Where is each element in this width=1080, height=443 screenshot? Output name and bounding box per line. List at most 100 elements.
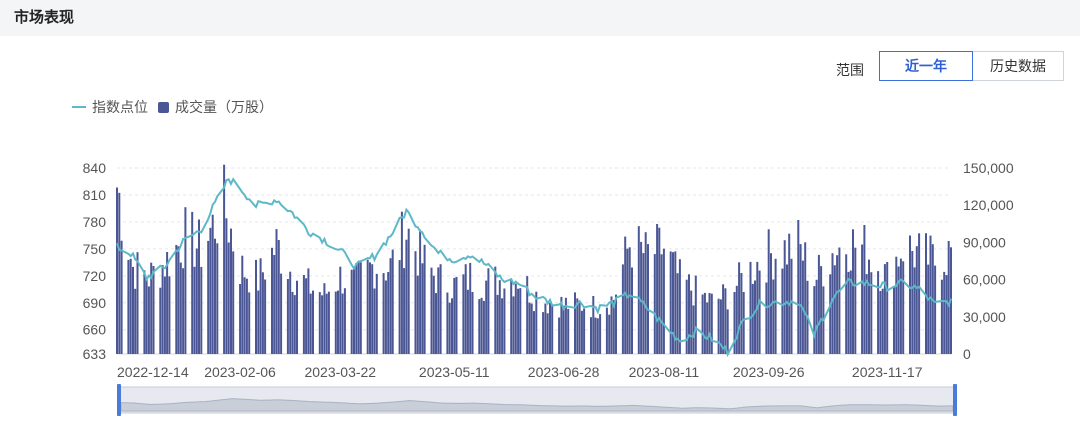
volume-bar: [152, 266, 155, 354]
volume-bar: [660, 254, 663, 354]
left-axis-tick-label: 690: [83, 295, 107, 311]
volume-bar: [940, 279, 943, 354]
volume-bar: [414, 251, 417, 354]
volume-bar: [286, 279, 289, 354]
volume-bar: [179, 262, 182, 354]
volume-bar: [658, 227, 661, 354]
volume-bar: [754, 280, 756, 354]
volume-bar: [243, 277, 246, 354]
volume-bar: [261, 272, 264, 354]
volume-bar: [211, 214, 214, 354]
volume-bar: [147, 286, 150, 354]
volume-bar: [405, 239, 408, 354]
volume-bar: [161, 265, 164, 354]
zoom-handle-right[interactable]: [953, 384, 957, 416]
volume-bar: [813, 286, 816, 354]
volume-bar: [366, 259, 369, 354]
zoom-slider[interactable]: [117, 384, 957, 416]
volume-bar: [738, 262, 741, 354]
volume-bar: [596, 318, 599, 354]
legend-item-volume[interactable]: 成交量（万股）: [158, 97, 273, 117]
volume-bar: [485, 280, 488, 354]
volume-bar: [407, 228, 410, 354]
volume-bar: [685, 279, 688, 354]
left-axis-tick-label: 720: [83, 268, 107, 284]
volume-bar: [915, 246, 918, 354]
volume-bar: [567, 308, 570, 354]
volume-bar: [883, 264, 886, 354]
range-history-button[interactable]: 历史数据: [972, 51, 1064, 81]
left-axis-tick-label: 750: [83, 241, 107, 257]
volume-bar: [193, 266, 196, 354]
volume-bar: [829, 274, 832, 354]
legend-label-volume: 成交量（万股）: [175, 99, 273, 115]
volume-bar: [526, 276, 529, 354]
volume-bar: [833, 265, 836, 354]
volume-bar: [945, 275, 948, 354]
volume-bars: [116, 164, 952, 354]
volume-bar: [309, 293, 312, 354]
volume-bar: [230, 228, 232, 354]
volume-bar: [877, 271, 880, 354]
volume-bar: [574, 292, 576, 354]
volume-bar: [225, 218, 228, 354]
volume-bar: [647, 244, 649, 354]
volume-bar: [726, 309, 729, 354]
volume-bar: [612, 300, 615, 354]
volume-bar: [897, 266, 900, 354]
volume-bar: [624, 236, 627, 354]
volume-bar: [437, 267, 440, 354]
volume-bar: [271, 247, 273, 354]
volume-bar: [275, 229, 278, 354]
volume-bar: [159, 287, 162, 354]
range-one-year-button[interactable]: 近一年: [879, 51, 973, 81]
volume-bar: [925, 233, 927, 354]
volume-bar: [280, 273, 283, 354]
x-axis-tick-label: 2023-11-17: [852, 364, 923, 380]
volume-bar: [674, 251, 677, 354]
volume-bar: [305, 278, 308, 354]
volume-bar: [302, 275, 305, 354]
volume-bar: [786, 264, 788, 354]
volume-bar: [369, 262, 371, 354]
legend-item-index[interactable]: 指数点位: [72, 97, 148, 117]
right-axis-tick-label: 120,000: [963, 197, 1014, 213]
volume-bar: [774, 258, 777, 354]
volume-bar: [528, 302, 531, 354]
volume-bar: [549, 302, 551, 354]
legend-square-icon: [158, 101, 169, 113]
volume-bar: [783, 240, 786, 354]
volume-bar: [307, 268, 310, 354]
volume-bar: [751, 283, 754, 354]
volume-bar: [514, 283, 517, 354]
volume-bar: [799, 244, 802, 354]
volume-bar: [895, 256, 898, 354]
volume-bar: [150, 262, 153, 354]
volume-bar: [259, 258, 262, 354]
zoom-handle-left[interactable]: [117, 384, 121, 416]
volume-bar: [733, 292, 736, 354]
left-axis-tick-label: 780: [83, 214, 107, 230]
volume-bar: [927, 264, 930, 354]
volume-bar: [421, 263, 424, 354]
volume-bar: [854, 247, 857, 354]
volume-bar: [478, 299, 481, 354]
right-axis-tick-label: 90,000: [963, 234, 1006, 250]
volume-bar: [462, 274, 465, 354]
volume-bar: [542, 312, 545, 354]
volume-bar: [223, 164, 226, 354]
volume-bar: [419, 229, 422, 354]
volume-bar: [239, 284, 242, 354]
volume-bar: [621, 264, 624, 354]
volume-bar: [788, 233, 791, 354]
volume-bar: [724, 288, 727, 354]
volume-bar: [403, 268, 406, 354]
volume-bar: [886, 262, 889, 354]
volume-bar: [207, 240, 210, 354]
volume-bar: [580, 310, 583, 354]
volume-bar: [831, 253, 834, 354]
volume-bar: [136, 252, 139, 354]
volume-bar: [863, 225, 866, 354]
left-axis-tick-label: 810: [83, 187, 107, 203]
